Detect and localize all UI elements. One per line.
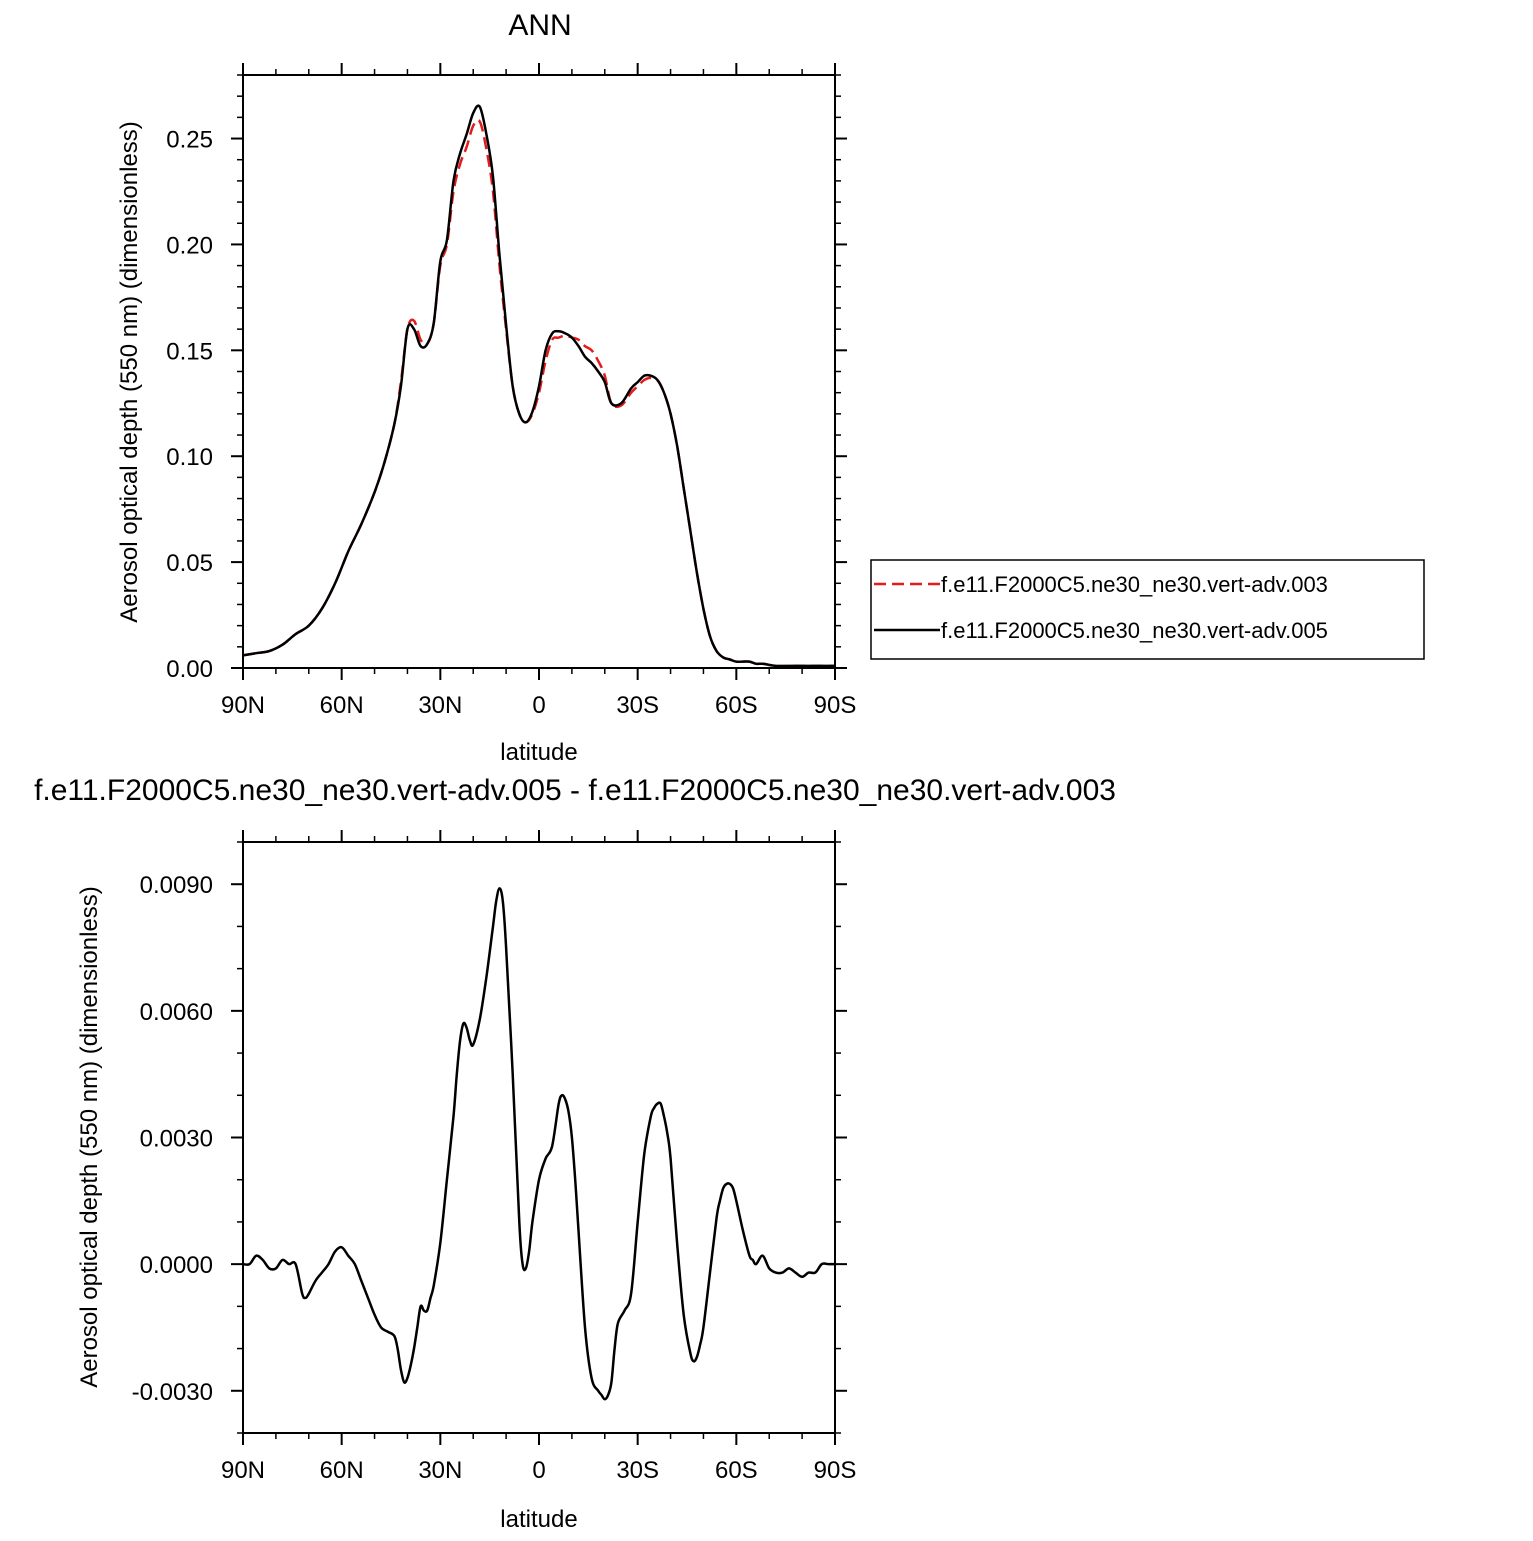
x-tick-label: 60S: [715, 1457, 758, 1484]
legend-label-series-2: f.e11.F2000C5.ne30_ne30.vert-adv.005: [941, 618, 1328, 643]
y-tick-label: 0.20: [166, 232, 213, 259]
y-tick-label: 0.0090: [140, 872, 213, 899]
legend-label-series-1: f.e11.F2000C5.ne30_ne30.vert-adv.003: [941, 572, 1328, 597]
legend: f.e11.F2000C5.ne30_ne30.vert-adv.003 f.e…: [870, 559, 1425, 660]
y-tick-label: 0.00: [166, 656, 213, 683]
plot-title: ANN: [508, 9, 571, 42]
y-tick-label: 0.10: [166, 444, 213, 471]
x-tick-label: 90S: [814, 1457, 857, 1484]
plot-frame: [242, 841, 836, 1434]
series-line-1: [242, 887, 835, 1401]
x-tick-label: 30S: [616, 692, 659, 719]
x-tick-label: 90S: [814, 692, 857, 719]
x-tick-label: 90N: [221, 692, 265, 719]
y-tick-label: -0.0030: [132, 1379, 213, 1406]
x-tick-label: 60N: [320, 1457, 364, 1484]
y-tick-label: 0.05: [166, 550, 213, 577]
y-tick-label: 0.0060: [140, 999, 213, 1026]
series-line-2: [242, 104, 835, 668]
x-axis-title: latitude: [500, 1506, 577, 1533]
mean-aod-plot: ANN 0.00 0.05 0.10 0.15 0.20 0.25 90N 60N 30N 0 3…: [116, 9, 856, 766]
y-tick-label: 0.0030: [140, 1126, 213, 1153]
legend-box: [870, 559, 1425, 660]
plot-frame: [242, 74, 836, 669]
y-tick-label: 0.0000: [140, 1252, 213, 1279]
y-tick-label: 0.15: [166, 338, 213, 365]
x-tick-label: 30S: [616, 1457, 659, 1484]
x-tick-label: 30N: [418, 692, 462, 719]
x-tick-label: 90N: [221, 1457, 265, 1484]
series-line-1: [242, 118, 835, 668]
x-axis-title: latitude: [500, 739, 577, 766]
x-tick-label: 60N: [320, 692, 364, 719]
x-tick-label: 30N: [418, 1457, 462, 1484]
y-axis-title: Aerosol optical depth (550 nm) (dimensio…: [76, 886, 103, 1388]
y-axis-title: Aerosol optical depth (550 nm) (dimensio…: [116, 121, 143, 623]
difference-aod-plot: f.e11.F2000C5.ne30_ne30.vert-adv.005 - f…: [34, 774, 1116, 1533]
x-tick-label: 0: [532, 692, 545, 719]
y-tick-label: 0.25: [166, 127, 213, 154]
plot-title: f.e11.F2000C5.ne30_ne30.vert-adv.005 - f…: [34, 774, 1116, 807]
x-tick-label: 0: [532, 1457, 545, 1484]
x-tick-label: 60S: [715, 692, 758, 719]
